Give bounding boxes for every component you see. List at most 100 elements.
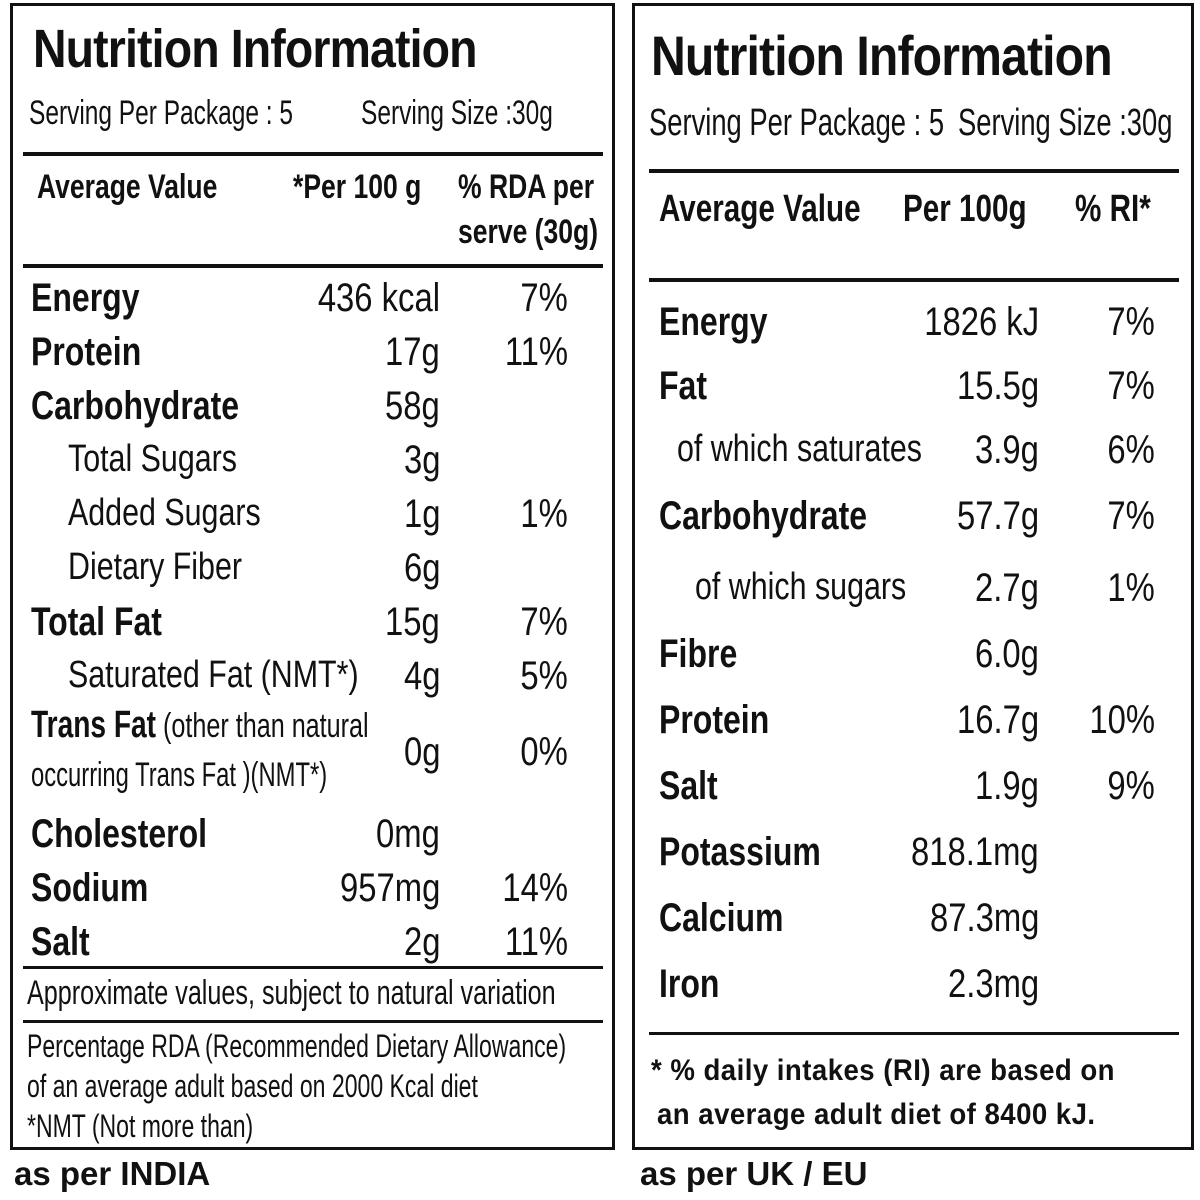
uk-row-fat: Fat 15.5g 7% [635,366,1191,420]
india-caption: as per INDIA [14,1155,211,1192]
nutrient-percent: 5% [520,654,568,698]
uk-serving-per-package: Serving Per Package : 5 [649,102,945,144]
nutrient-value: 58g [385,384,440,428]
uk-rule-bottom [649,1032,1179,1035]
india-row-saturated-fat-nmt: Saturated Fat (NMT*) 4g 5% [13,656,612,710]
uk-serving-size: Serving Size :30g [958,102,1173,144]
india-title: Nutrition Information [33,19,478,79]
nutrient-label: Protein [31,330,142,374]
nutrient-label: of which saturates [677,428,923,470]
nutrient-label: Carbohydrate [659,494,868,538]
nutrient-percent: 1% [1107,566,1155,610]
uk-ri-note-2: an average adult diet of 8400 kJ. [657,1098,1096,1131]
nutrient-value: 0mg [376,812,440,856]
nutrient-percent: 11% [504,920,568,964]
nutrient-percent: 7% [1107,494,1155,538]
nutrient-label: Carbohydrate [31,384,240,428]
nutrient-value: 16.7g [956,698,1039,742]
nutrient-label: Calcium [659,896,784,940]
india-rule-header [23,264,603,268]
nutrient-label: Total Sugars [68,438,237,480]
nutrient-value: 436 kcal [317,276,440,320]
nutrient-percent: 7% [520,600,568,644]
nutrient-label: Fibre [659,632,738,676]
nutrient-value: 957mg [339,866,440,910]
nutrient-label: Protein [659,698,770,742]
nutrient-value: 2.3mg [947,962,1039,1006]
nutrient-value: 2g [403,920,440,964]
nutrient-value: 17g [385,330,440,374]
india-serving-per-package: Serving Per Package : 5 [29,94,293,132]
nutrient-label: Salt [659,764,718,808]
uk-rule-top [649,169,1179,173]
nutrient-percent: 10% [1089,698,1155,742]
nutrient-percent: 11% [504,330,568,374]
uk-header-per-100: Per 100g [903,188,1027,230]
nutrient-value: 15g [385,600,440,644]
nutrient-value: 6g [403,546,440,590]
nutrient-label: Iron [659,962,720,1006]
india-rda-note-3: *NMT (Not more than) [27,1108,254,1144]
india-nutrition-panel: Nutrition Information Serving Per Packag… [10,3,615,1150]
uk-row-iron: Iron 2.3mg [635,964,1191,1018]
nutrient-value: 15.5g [956,364,1039,408]
india-rule-rda [23,1020,603,1023]
nutrient-label: Fat [659,364,707,408]
uk-row-of-which-sugars: of which sugars 2.7g 1% [635,568,1191,622]
uk-caption: as per UK / EU [640,1155,868,1192]
nutrient-label: Potassium [659,830,821,874]
india-trans-fat-pct: 0% [520,730,568,774]
nutrient-value: 57.7g [956,494,1039,538]
uk-header-average-value: Average Value [659,188,861,230]
uk-row-of-which-saturates: of which saturates 3.9g 6% [635,430,1191,484]
india-row-energy: Energy 436 kcal 7% [13,278,612,332]
india-row-cholesterol: Cholesterol 0mg [13,814,612,868]
uk-rule-header [649,278,1179,282]
india-row-total-fat: Total Fat 15g 7% [13,602,612,656]
nutrient-value: 87.3mg [929,896,1039,940]
uk-row-potassium: Potassium 818.1mg [635,832,1191,886]
uk-row-salt: Salt 1.9g 9% [635,766,1191,820]
india-rda-note-1: Percentage RDA (Recommended Dietary Allo… [27,1028,567,1064]
nutrient-value: 2.7g [975,566,1039,610]
nutrient-label: Salt [31,920,90,964]
nutrient-value: 1.9g [975,764,1039,808]
nutrient-percent: 6% [1107,428,1155,472]
india-trans-fat-label-bold: Trans Fat [31,704,157,746]
uk-ri-note-1: * % daily intakes (RI) are based on [651,1054,1115,1087]
india-rda-note-2: of an average adult based on 2000 Kcal d… [27,1068,478,1104]
india-row-protein: Protein 17g 11% [13,332,612,386]
india-header-per-100: *Per 100 g [293,168,422,206]
india-row-dietary-fiber: Dietary Fiber 6g [13,548,612,602]
nutrient-label: Added Sugars [68,492,261,534]
india-header-rda-1: % RDA per [458,168,595,206]
uk-row-calcium: Calcium 87.3mg [635,898,1191,952]
nutrient-value: 4g [403,654,440,698]
india-trans-fat-value: 0g [403,730,440,774]
nutrient-value: 1826 kJ [924,300,1039,344]
nutrient-value: 3g [403,438,440,482]
india-trans-fat-label: Trans Fat (other than natural [31,706,369,744]
nutrient-percent: 1% [520,492,568,536]
nutrient-percent: 14% [502,866,568,910]
uk-row-fibre: Fibre 6.0g [635,634,1191,688]
india-row-carbohydrate: Carbohydrate 58g [13,386,612,440]
nutrient-percent: 7% [1107,300,1155,344]
india-trans-fat-label-rest: (other than natural [156,707,369,745]
india-row-added-sugars: Added Sugars 1g 1% [13,494,612,548]
nutrient-value: 3.9g [975,428,1039,472]
india-header-rda-2: serve (30g) [458,213,599,251]
nutrient-label: Saturated Fat (NMT*) [68,654,359,696]
india-row-total-sugars: Total Sugars 3g [13,440,612,494]
nutrient-label: Energy [31,276,140,320]
uk-header-ri: % RI* [1075,188,1151,230]
nutrient-label: Total Fat [31,600,162,644]
india-serving-size: Serving Size :30g [361,94,553,132]
nutrient-percent: 9% [1107,764,1155,808]
india-trans-fat-label-line2: occurring Trans Fat )(NMT*) [31,756,328,794]
nutrient-label: of which sugars [695,566,907,608]
india-rule-top [23,152,603,156]
india-row-sodium: Sodium 957mg 14% [13,868,612,922]
india-approx-note: Approximate values, subject to natural v… [27,974,556,1012]
india-header-average-value: Average Value [37,168,218,206]
